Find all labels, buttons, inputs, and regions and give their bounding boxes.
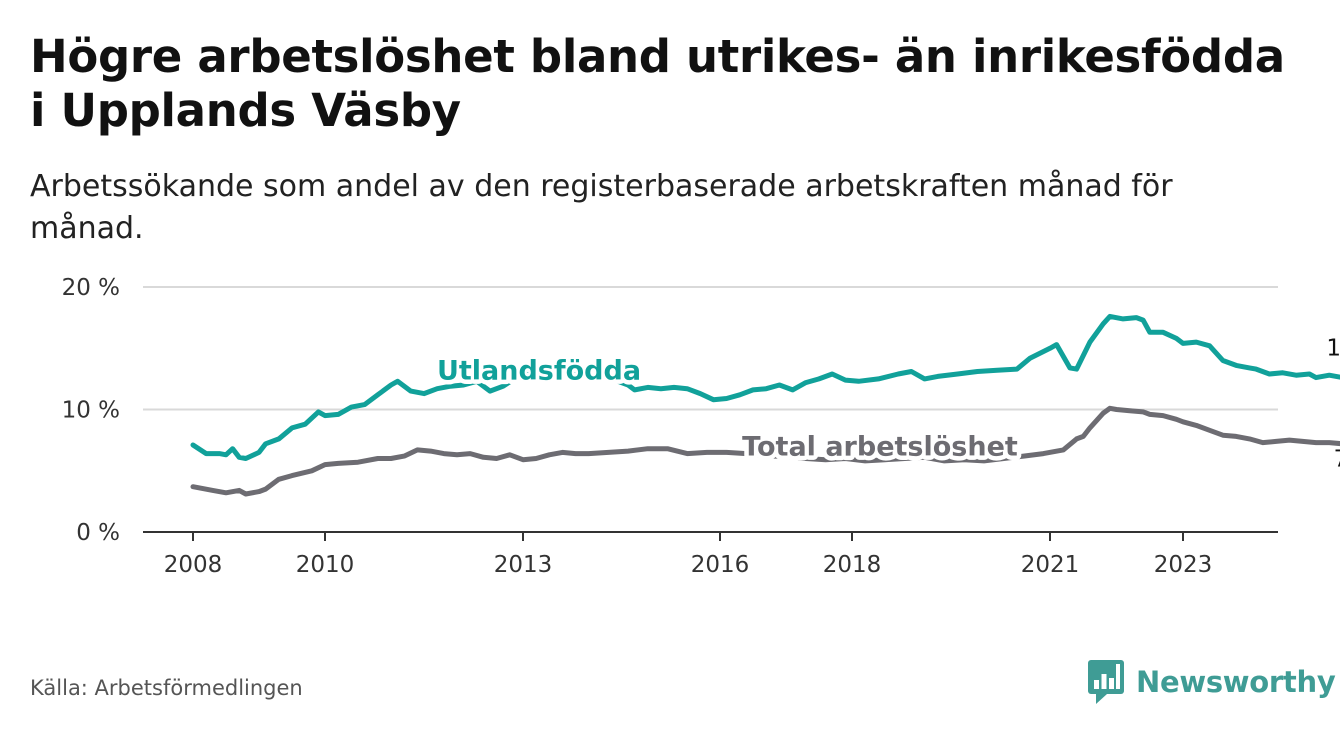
x-axis: 2008 2010 2013 2016 2018 2021 2023 [143,531,1278,578]
series-layer [190,313,1340,497]
x-tick-label: 2023 [1154,552,1213,578]
grid-layer: 0 % 10 % 20 % [62,275,1278,546]
end-value-label-total-unemployment: 7,8 % [1334,446,1340,472]
source-note: Källa: Arbetsförmedlingen [30,676,303,700]
series-label-total-unemployment: Total arbetslöshet [742,431,1018,462]
series-line-total-unemployment [190,405,1340,497]
end-value-label-foreign-born: 13,1 % [1326,336,1340,362]
chart-title: Högre arbetslöshet bland utrikes- än inr… [30,30,1285,137]
y-tick-label: 10 % [62,398,120,424]
x-tick-label: 2013 [494,552,553,578]
x-tick-label: 2021 [1021,552,1080,578]
y-tick-label: 20 % [62,275,120,301]
series-line-foreign-born [190,313,1340,461]
newsworthy-logo-icon [1088,660,1124,704]
label-layer: Utlandsfödda Total arbetslöshet 13,1 % 7,8 … [432,336,1340,473]
x-tick-label: 2016 [691,552,750,578]
brand-logo[interactable]: Newsworthy [1088,660,1336,704]
chart-subtitle: Arbetssökande som andel av den registerb… [30,169,1173,246]
brand-name: Newsworthy [1136,665,1336,699]
y-tick-label: 0 % [76,520,120,546]
x-tick-label: 2008 [164,552,223,578]
line-chart: 0 % 10 % 20 % 2008 2010 2013 2016 2018 2021 2023… [62,275,1340,578]
x-tick-label: 2010 [296,552,355,578]
series-label-foreign-born: Utlandsfödda [437,355,641,386]
x-tick-label: 2018 [823,552,882,578]
